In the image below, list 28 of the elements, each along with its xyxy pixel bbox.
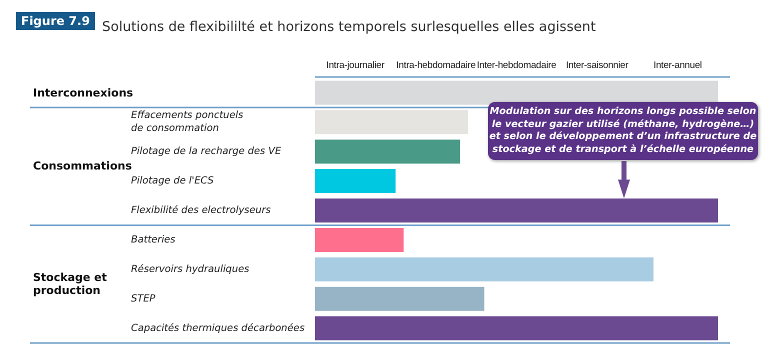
callout-box: Modulation sur des horizons longs possible selon le vecteur gazier utilisé (méthane, hydrogène…) et selon le développement d’un infrastructure de stockage et de transport à l’échelle européenne	[488, 102, 758, 160]
bar	[315, 316, 718, 340]
text: Stockage et production	[33, 271, 107, 298]
text: Interconnexions	[33, 86, 134, 100]
bar	[315, 140, 460, 164]
bar	[315, 169, 396, 194]
bar	[315, 257, 654, 282]
chart-title: Solutions de flexibililté et horizons temporels surlesquelles elles agissent	[102, 19, 596, 35]
y-tick-label: STEP	[131, 293, 156, 304]
text: Inter-annuel	[654, 60, 702, 71]
text: Intra-hebdomadaire	[396, 60, 476, 71]
text: Intra-journalier	[326, 60, 384, 71]
y-tick-label: Pilotage de la recharge des VE	[131, 146, 282, 158]
text: Consommations	[33, 160, 132, 173]
y-tick-label: Batteries	[131, 234, 176, 246]
bar	[315, 228, 404, 252]
text: Inter-hebdomadaire	[476, 60, 556, 71]
y-tick-label: Effacements ponctuels de consommation	[131, 110, 244, 134]
bar	[315, 198, 718, 222]
text: Inter-saisonnier	[566, 60, 628, 71]
caption: Figure 7.9	[16, 12, 95, 30]
bar	[315, 110, 468, 134]
bar	[315, 286, 484, 311]
y-tick-label: Capacités thermiques décarbonées	[131, 322, 305, 334]
y-tick-label: Réservoirs hydrauliques	[131, 264, 250, 275]
bar	[315, 80, 718, 105]
y-tick-label: Pilotage de l'ECS	[131, 176, 214, 187]
y-tick-label: Flexibilité des electrolyseurs	[131, 205, 271, 216]
